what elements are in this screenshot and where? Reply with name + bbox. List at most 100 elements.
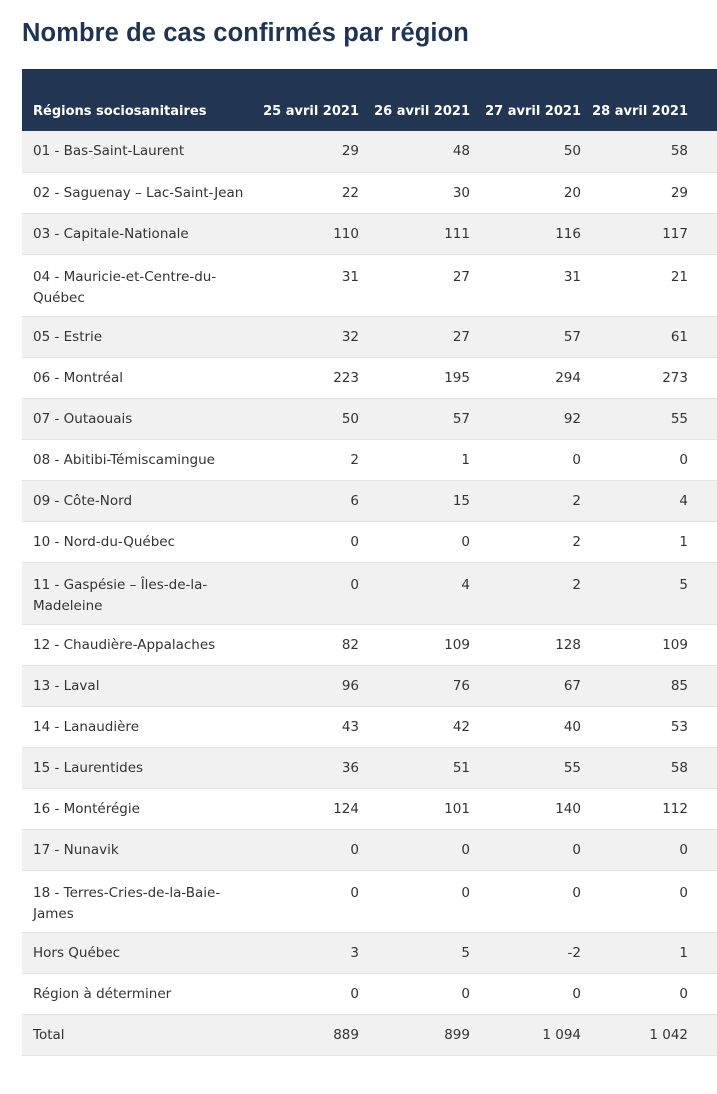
case-count-cell: 85	[670, 677, 688, 694]
case-count-cell: 76	[452, 677, 470, 694]
case-count-cell: 1	[679, 944, 688, 961]
region-name-cell: 13 - Laval	[33, 677, 100, 694]
case-count-cell: 124	[333, 800, 359, 817]
case-count-cell: 294	[555, 369, 581, 386]
case-count-cell: 67	[563, 677, 581, 694]
case-count-cell: 0	[350, 841, 359, 858]
region-name-cell: 18 - Terres-Cries-de-la-Baie-James	[33, 884, 221, 922]
case-count-cell: 140	[555, 800, 581, 817]
region-name-cell: 11 - Gaspésie – Îles-de-la-Madeleine	[33, 576, 208, 614]
case-count-cell: 5	[461, 944, 470, 961]
case-count-cell: 32	[341, 328, 359, 345]
column-header-region: Régions sociosanitaires	[33, 104, 207, 119]
case-count-cell: 0	[461, 985, 470, 1002]
case-count-cell: 0	[461, 841, 470, 858]
case-count-cell: 58	[670, 759, 688, 776]
case-count-cell: 55	[563, 759, 581, 776]
table-row: 18 - Terres-Cries-de-la-Baie-James 0 0 0 0	[22, 870, 717, 932]
case-count-cell: 42	[452, 718, 470, 735]
region-name-cell: 06 - Montréal	[33, 369, 123, 386]
table-row: 08 - Abitibi-Témiscamingue 2 1 0 0	[22, 439, 717, 480]
table-row: 17 - Nunavik 0 0 0 0	[22, 829, 717, 870]
case-count-cell: 111	[444, 225, 470, 242]
case-count-cell: 27	[452, 328, 470, 345]
cases-by-region-table: Régions sociosanitaires 25 avril 2021 26…	[22, 69, 717, 1056]
column-header-date: 26 avril 2021	[374, 104, 470, 119]
table-row: 03 - Capitale-Nationale 110 111 116 117	[22, 213, 717, 254]
case-count-cell: 29	[341, 143, 359, 159]
case-count-cell: 0	[679, 841, 688, 858]
region-name-cell: 02 - Saguenay – Lac-Saint-Jean	[33, 184, 244, 201]
table-row: Région à déterminer 0 0 0 0	[22, 973, 717, 1014]
region-name-cell: 04 - Mauricie-et-Centre-du-Québec	[33, 268, 217, 306]
region-name-cell: 09 - Côte-Nord	[33, 492, 133, 509]
case-count-cell: 53	[670, 718, 688, 735]
table-row: 11 - Gaspésie – Îles-de-la-Madeleine 0 4 2 5	[22, 562, 717, 624]
case-count-cell: 1	[461, 451, 470, 468]
case-count-cell: 128	[555, 636, 581, 653]
case-count-cell: 2	[572, 576, 581, 593]
case-count-cell: 0	[679, 451, 688, 468]
case-count-cell: 43	[341, 718, 359, 735]
case-count-cell: 1 042	[649, 1026, 688, 1043]
column-header-date: 28 avril 2021	[592, 104, 688, 119]
table-row: 13 - Laval 96 76 67 85	[22, 665, 717, 706]
case-count-cell: 0	[679, 884, 688, 901]
column-header-date: 27 avril 2021	[485, 104, 581, 119]
table-row: Hors Québec 3 5 -2 1	[22, 932, 717, 973]
case-count-cell: 21	[670, 268, 688, 285]
column-header-date: 25 avril 2021	[263, 104, 359, 119]
case-count-cell: 50	[563, 143, 581, 159]
case-count-cell: 6	[350, 492, 359, 509]
region-name-cell: 15 - Laurentides	[33, 759, 144, 776]
case-count-cell: 29	[670, 184, 688, 201]
table-header: Régions sociosanitaires 25 avril 2021 26…	[22, 69, 717, 131]
case-count-cell: 1 094	[542, 1026, 581, 1043]
case-count-cell: 57	[452, 410, 470, 427]
case-count-cell: 61	[670, 328, 688, 345]
region-name-cell: 01 - Bas-Saint-Laurent	[33, 143, 185, 159]
case-count-cell: 112	[662, 800, 688, 817]
case-count-cell: 31	[341, 268, 359, 285]
case-count-cell: 1	[679, 533, 688, 550]
case-count-cell: 96	[341, 677, 359, 694]
case-count-cell: 58	[670, 143, 688, 159]
case-count-cell: 117	[662, 225, 688, 242]
case-count-cell: 0	[572, 884, 581, 901]
region-name-cell: 16 - Montérégie	[33, 800, 140, 817]
case-count-cell: 0	[572, 841, 581, 858]
table-row: 12 - Chaudière-Appalaches 82 109 128 109	[22, 624, 717, 665]
case-count-cell: 0	[461, 533, 470, 550]
case-count-cell: 0	[350, 985, 359, 1002]
case-count-cell: 20	[563, 184, 581, 201]
table-row: 05 - Estrie 32 27 57 61	[22, 316, 717, 357]
case-count-cell: 15	[452, 492, 470, 509]
page-title: Nombre de cas confirmés par région	[22, 19, 469, 47]
table-row: 10 - Nord-du-Québec 0 0 2 1	[22, 521, 717, 562]
table-row: 14 - Lanaudière 43 42 40 53	[22, 706, 717, 747]
case-count-cell: 0	[461, 884, 470, 901]
table-row: 04 - Mauricie-et-Centre-du-Québec 31 27 31 2…	[22, 254, 717, 316]
case-count-cell: 27	[452, 268, 470, 285]
region-name-cell: Total	[33, 1026, 65, 1043]
table-row: 06 - Montréal 223 195 294 273	[22, 357, 717, 398]
case-count-cell: 0	[350, 884, 359, 901]
case-count-cell: 273	[662, 369, 688, 386]
table-row: 01 - Bas-Saint-Laurent 29 48 50 58	[22, 131, 717, 172]
table-body: 01 - Bas-Saint-Laurent 29 4 8 5 0 58 02 - Sague…	[22, 131, 717, 1055]
table-row: 16 - Montérégie 124 101 140 112	[22, 788, 717, 829]
case-count-cell: 55	[670, 410, 688, 427]
case-count-cell: 109	[662, 636, 688, 653]
case-count-cell: 22	[341, 184, 359, 201]
case-count-cell: 92	[563, 410, 581, 427]
region-name-cell: Région à déterminer	[33, 985, 172, 1002]
case-count-cell: 36	[341, 759, 359, 776]
case-count-cell: 0	[572, 985, 581, 1002]
table-row: 02 - Saguenay – Lac-Saint-Jean 22 30 20 29	[22, 172, 717, 213]
case-count-cell: 2	[572, 492, 581, 509]
region-name-cell: Hors Québec	[33, 944, 121, 961]
case-count-cell: 31	[563, 268, 581, 285]
case-count-cell: 0	[679, 985, 688, 1002]
case-count-cell: 50	[341, 410, 359, 427]
case-count-cell: 57	[563, 328, 581, 345]
